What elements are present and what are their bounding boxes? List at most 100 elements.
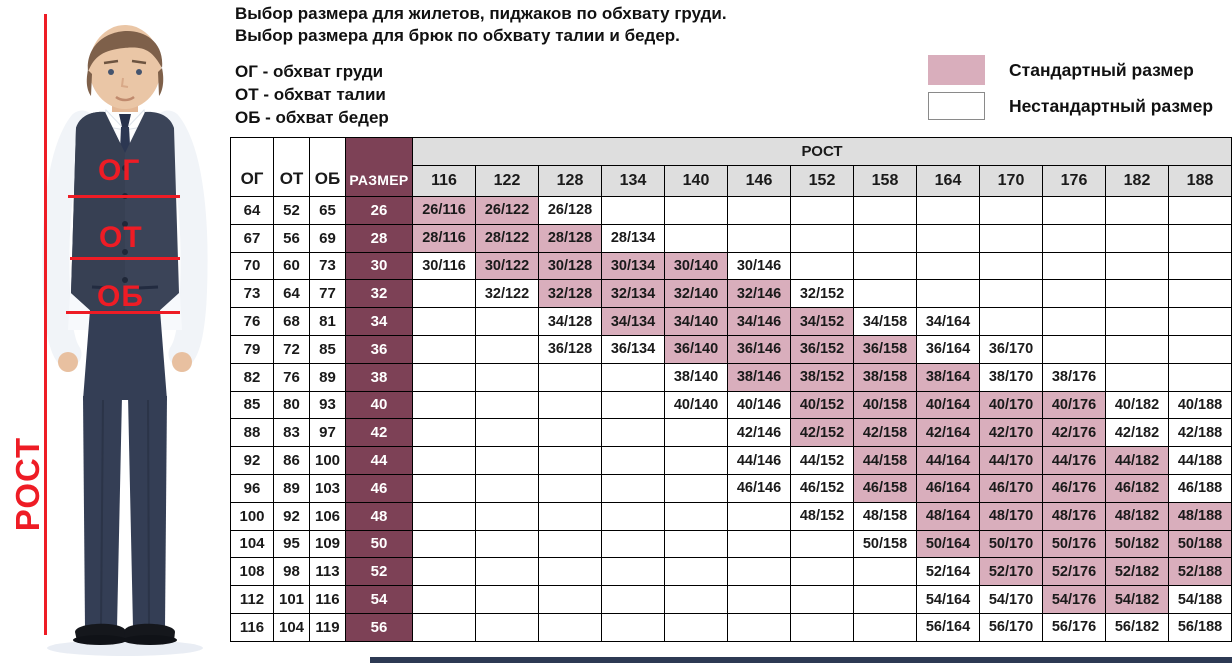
empty-cell <box>538 473 602 503</box>
empty-cell <box>538 446 602 475</box>
size-height-cell-26-128: 26/128 <box>538 196 602 225</box>
empty-cell <box>1105 362 1169 392</box>
ob-value: 103 <box>309 473 346 503</box>
size-height-cell-42-164: 42/164 <box>916 418 980 448</box>
empty-cell <box>727 223 791 253</box>
size-height-cell-38-176: 38/176 <box>1042 362 1106 392</box>
empty-cell <box>475 362 539 392</box>
size-height-cell-50-188: 50/188 <box>1167 529 1232 559</box>
empty-cell <box>412 473 476 503</box>
og-value: 67 <box>230 223 274 253</box>
empty-cell <box>538 362 602 392</box>
size-height-cell-34-146: 34/146 <box>727 307 791 336</box>
size-height-cell-40-152: 40/152 <box>790 390 854 420</box>
size-height-cell-46-176: 46/176 <box>1042 473 1106 503</box>
abbr-hips: ОБ - обхват бедер <box>235 108 389 127</box>
size-row-46: 96 89 103 46 46/146 46/152 46/158 46/164 46/170 4… <box>230 473 1232 503</box>
size-height-cell-38-152: 38/152 <box>790 362 854 392</box>
ot-value: 83 <box>273 418 310 448</box>
size-value: 40 <box>345 390 413 420</box>
size-row-50: 104 95 109 50 50/158 50/164 50/170 50/176 50/182… <box>230 529 1232 559</box>
size-value: 44 <box>345 446 413 475</box>
size-height-cell-52-164: 52/164 <box>916 557 980 587</box>
size-height-cell-44-176: 44/176 <box>1042 446 1106 475</box>
size-height-cell-44-188: 44/188 <box>1167 446 1232 475</box>
hips-measure-label: ОБ <box>97 280 144 313</box>
ob-value: 106 <box>309 501 346 531</box>
size-height-cell-42-176: 42/176 <box>1042 418 1106 448</box>
og-value: 116 <box>230 612 274 642</box>
size-height-cell-44-182: 44/182 <box>1105 446 1169 475</box>
size-height-cell-46-170: 46/170 <box>979 473 1043 503</box>
empty-cell <box>1167 279 1232 309</box>
size-height-cell-52-176: 52/176 <box>1042 557 1106 587</box>
empty-cell <box>475 557 539 587</box>
og-value: 104 <box>230 529 274 559</box>
legend-standard-label: Стандартный размер <box>1009 59 1194 80</box>
size-height-cell-36-140: 36/140 <box>664 334 728 364</box>
empty-cell <box>916 196 980 225</box>
height-col-188: 188 <box>1167 165 1232 197</box>
empty-cell <box>1105 223 1169 253</box>
title-line-2: Выбор размера для брюк по обхвату талии … <box>235 26 680 45</box>
size-height-cell-32-122: 32/122 <box>475 279 539 309</box>
size-value: 54 <box>345 585 413 614</box>
size-height-cell-36-164: 36/164 <box>916 334 980 364</box>
size-height-cell-54-182: 54/182 <box>1105 585 1169 614</box>
empty-cell <box>412 446 476 475</box>
col-header-ob: ОБ <box>309 137 346 197</box>
size-height-cell-30-146: 30/146 <box>727 251 791 281</box>
size-height-cell-46-158: 46/158 <box>853 473 917 503</box>
empty-cell <box>538 612 602 642</box>
og-value: 85 <box>230 390 274 420</box>
size-height-cell-44-164: 44/164 <box>916 446 980 475</box>
size-height-cell-42-158: 42/158 <box>853 418 917 448</box>
size-height-cell-40-188: 40/188 <box>1167 390 1232 420</box>
title-line-1: Выбор размера для жилетов, пиджаков по о… <box>235 4 727 23</box>
size-height-cell-48-188: 48/188 <box>1167 501 1232 531</box>
empty-cell <box>664 585 728 614</box>
size-height-cell-52-170: 52/170 <box>979 557 1043 587</box>
empty-cell <box>601 473 665 503</box>
size-value: 32 <box>345 279 413 309</box>
size-value: 52 <box>345 557 413 587</box>
ot-value: 56 <box>273 223 310 253</box>
col-header-ot: ОТ <box>273 137 310 197</box>
size-height-cell-40-170: 40/170 <box>979 390 1043 420</box>
size-row-26: 64 52 65 26 26/116 26/122 26/128 <box>230 196 1232 225</box>
size-height-cell-36-152: 36/152 <box>790 334 854 364</box>
empty-cell <box>538 557 602 587</box>
og-value: 76 <box>230 307 274 336</box>
size-height-cell-38-170: 38/170 <box>979 362 1043 392</box>
col-header-rost: РОСТ <box>411 137 1232 166</box>
empty-cell <box>664 223 728 253</box>
size-height-cell-30-122: 30/122 <box>475 251 539 281</box>
size-height-cell-48-182: 48/182 <box>1105 501 1169 531</box>
empty-cell <box>664 418 728 448</box>
empty-cell <box>475 529 539 559</box>
size-height-cell-48-176: 48/176 <box>1042 501 1106 531</box>
size-height-cell-44-158: 44/158 <box>853 446 917 475</box>
size-height-cell-30-116: 30/116 <box>412 251 476 281</box>
waist-measure-label: ОТ <box>99 221 143 254</box>
empty-cell <box>538 585 602 614</box>
empty-cell <box>1042 196 1106 225</box>
empty-cell <box>853 251 917 281</box>
size-height-cell-34-164: 34/164 <box>916 307 980 336</box>
size-height-cell-56-182: 56/182 <box>1105 612 1169 642</box>
page-title: Выбор размера для жилетов, пиджаков по о… <box>235 3 727 47</box>
size-height-cell-38-164: 38/164 <box>916 362 980 392</box>
size-height-cell-40-140: 40/140 <box>664 390 728 420</box>
empty-cell <box>664 446 728 475</box>
size-height-cell-46-146: 46/146 <box>727 473 791 503</box>
size-height-cell-30-140: 30/140 <box>664 251 728 281</box>
height-col-140: 140 <box>664 165 728 197</box>
empty-cell <box>790 223 854 253</box>
og-value: 108 <box>230 557 274 587</box>
empty-cell <box>727 529 791 559</box>
empty-cell <box>601 501 665 531</box>
empty-cell <box>790 612 854 642</box>
waist-measure-underline <box>70 257 180 260</box>
size-height-cell-44-152: 44/152 <box>790 446 854 475</box>
height-header-row: 116 122 128 134 140 146 152 158 164 170 176 182 188 <box>231 165 1232 197</box>
